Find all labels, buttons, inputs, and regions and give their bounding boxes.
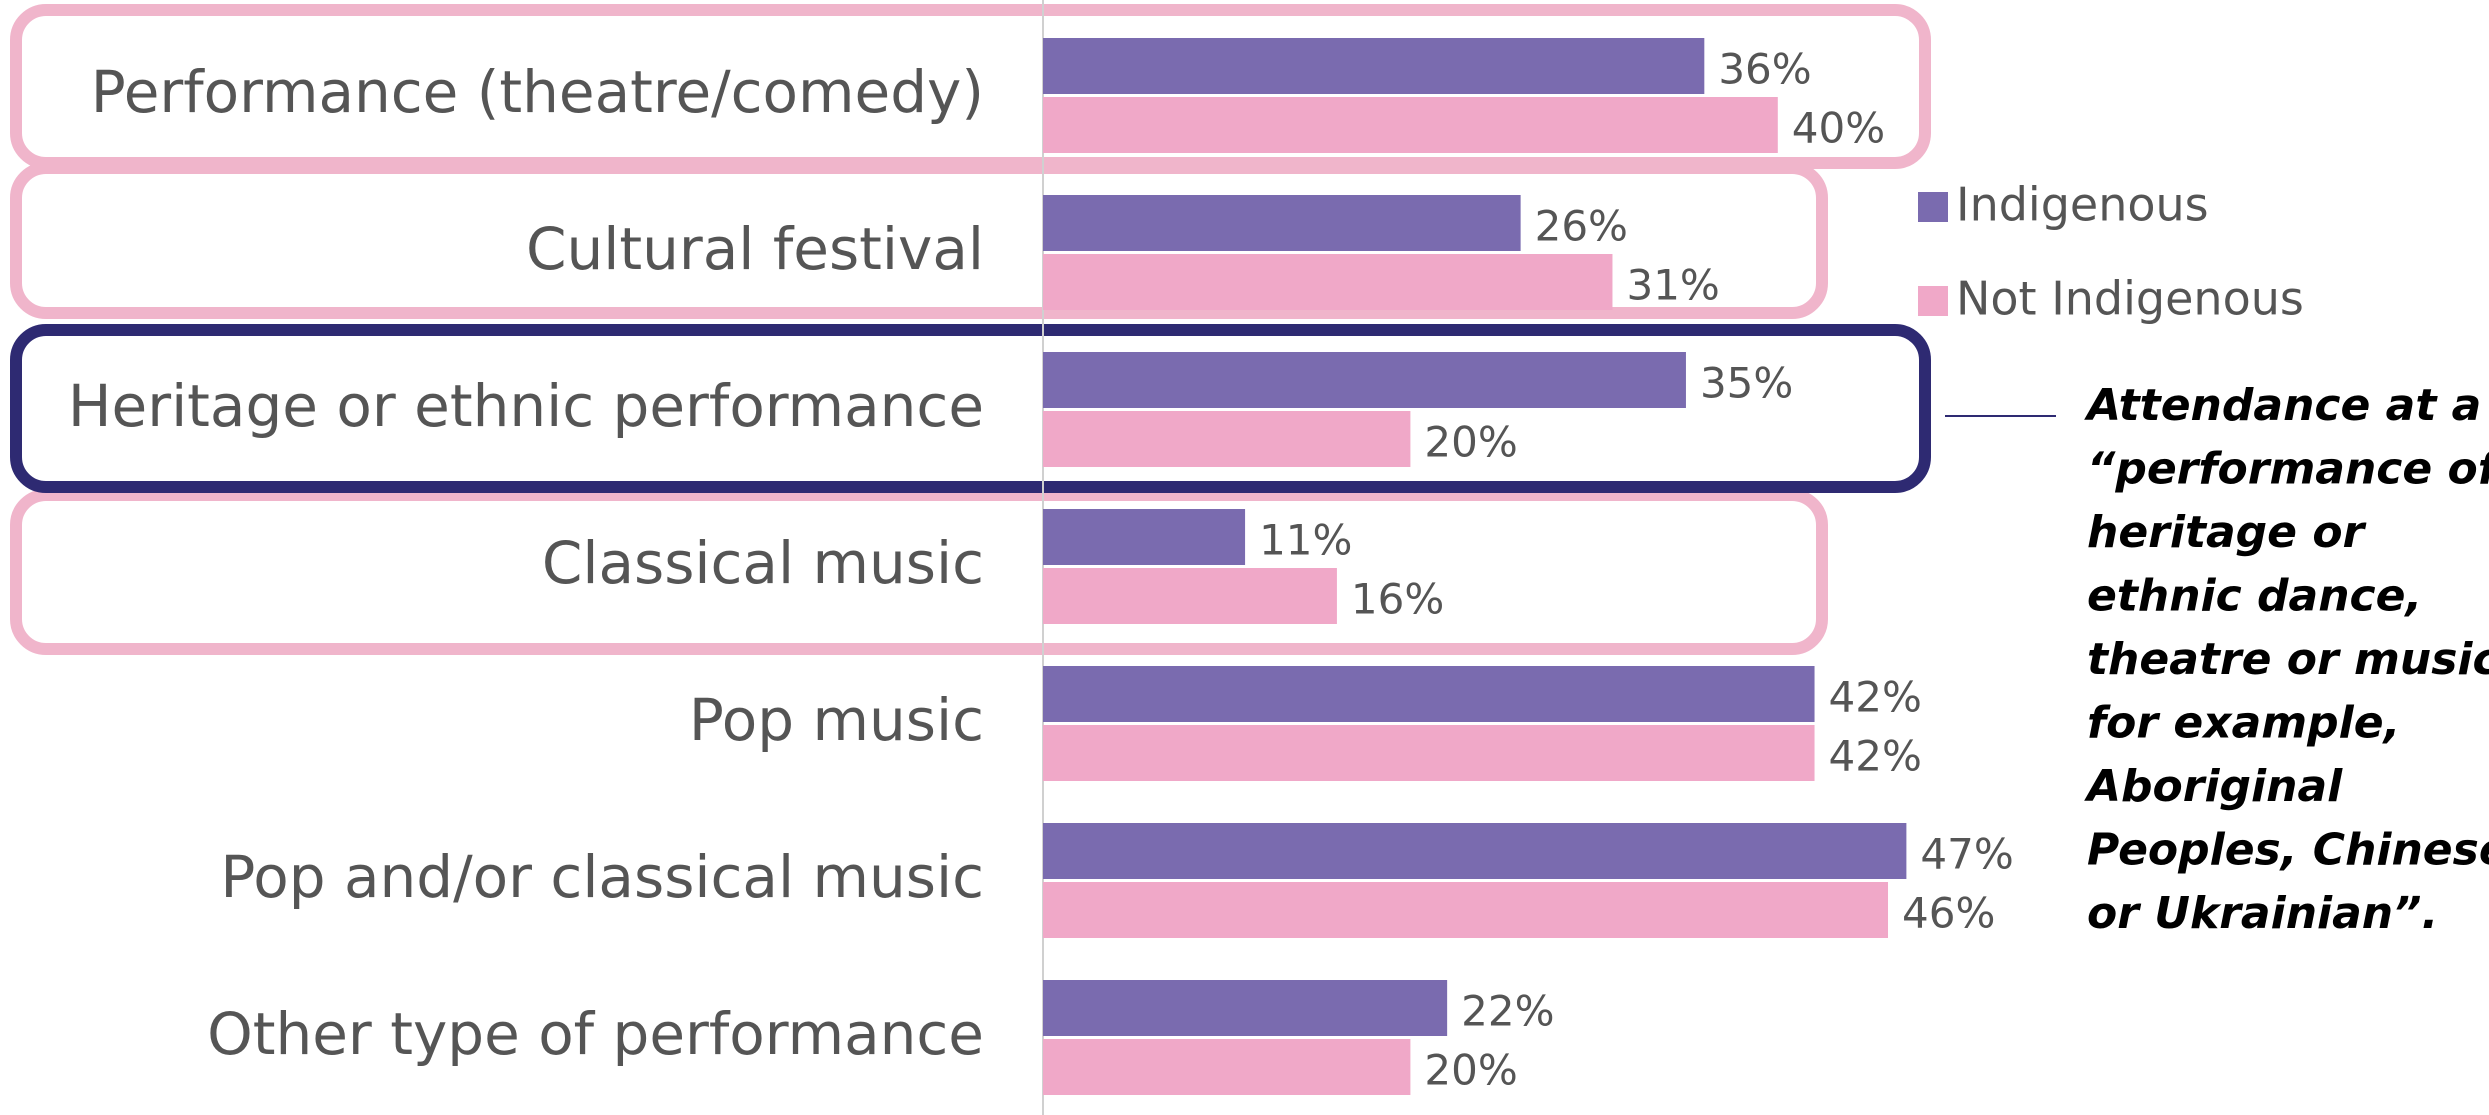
bar (1043, 352, 1686, 408)
category-label: Performance (theatre/comedy) (91, 58, 984, 126)
value-label: 47% (1920, 830, 2013, 879)
value-label: 20% (1424, 418, 1517, 467)
bar (1043, 509, 1246, 565)
value-label: 42% (1829, 673, 1922, 722)
value-label: 40% (1792, 104, 1885, 153)
bar (1043, 666, 1815, 722)
bar (1043, 254, 1613, 310)
bar (1043, 411, 1411, 467)
legend-swatch (1918, 286, 1948, 316)
value-label: 46% (1902, 889, 1995, 938)
bar (1043, 882, 1889, 938)
bar (1043, 1039, 1411, 1095)
value-label: 20% (1424, 1046, 1517, 1095)
value-label: 36% (1718, 45, 1811, 94)
annotation: heritage or (2087, 507, 2367, 558)
annotation: or Ukrainian”. (2087, 888, 2438, 939)
value-label: 35% (1700, 359, 1793, 408)
category-label: Cultural festival (526, 215, 984, 283)
bar (1043, 823, 1907, 879)
value-label: 22% (1461, 987, 1554, 1036)
category-label: Pop and/or classical music (220, 843, 984, 911)
highlight-box (10, 162, 1828, 319)
legend-swatch (1918, 192, 1948, 222)
bar (1043, 195, 1521, 251)
highlight-box (10, 324, 1931, 493)
category-label: Heritage or ethnic performance (68, 372, 984, 440)
annotation: Peoples, Chinese (2087, 825, 2489, 876)
annotation: ethnic dance, (2087, 571, 2422, 622)
category-label: Other type of performance (207, 1000, 984, 1068)
annotation: theatre or music, (2087, 634, 2489, 685)
category-label: Classical music (542, 529, 984, 597)
value-label: 42% (1829, 732, 1922, 781)
value-label: 16% (1351, 575, 1444, 624)
annotation: “performance of (2087, 444, 2489, 495)
value-label: 31% (1626, 261, 1719, 310)
value-label: 11% (1259, 516, 1352, 565)
highlight-box (10, 489, 1828, 655)
annotation: Attendance at a (2084, 380, 2481, 431)
legend-label: Not Indigenous (1956, 272, 2304, 326)
bar (1043, 38, 1705, 94)
bar (1043, 568, 1337, 624)
category-label: Pop music (689, 686, 984, 754)
value-label: 26% (1535, 202, 1628, 251)
annotation: for example, (2087, 698, 2400, 749)
legend-label: Indigenous (1956, 178, 2209, 232)
bar (1043, 725, 1815, 781)
bar (1043, 97, 1778, 153)
annotation: Aboriginal (2084, 761, 2343, 812)
bar (1043, 980, 1448, 1036)
